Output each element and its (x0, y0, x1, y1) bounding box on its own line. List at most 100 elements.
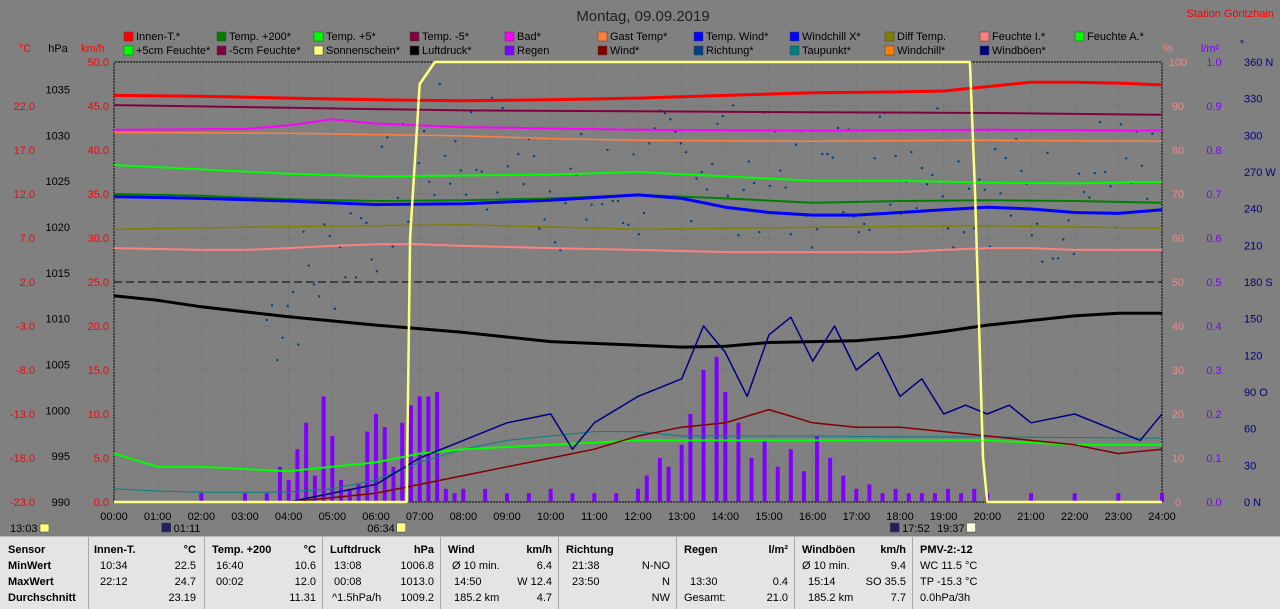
direction-point (396, 196, 400, 200)
tick-label-rain: 0.4 (1206, 321, 1221, 333)
tick-label-time: 21:00 (1017, 511, 1045, 523)
tick-label-hpa: 1020 (46, 222, 70, 234)
rain-bar (321, 396, 326, 502)
legend-swatch (884, 31, 895, 42)
moonrise-icon (161, 522, 171, 533)
stats-windboeen-min-val: 9.4 (890, 560, 906, 572)
axis-header-percent: % (1163, 43, 1173, 55)
legend-swatch (313, 31, 324, 42)
series-line (113, 131, 1163, 142)
tick-label-direction: 30 (1244, 460, 1256, 472)
rain-bar (815, 436, 820, 502)
rain-bar (657, 458, 662, 502)
direction-point (1062, 238, 1065, 241)
legend-swatch (313, 45, 324, 56)
tick-label-direction: 150 (1244, 314, 1262, 326)
direction-point (501, 106, 504, 110)
direction-point (826, 152, 829, 156)
stats-wind-min-val: 6.4 (536, 560, 552, 572)
direction-point (831, 156, 834, 159)
direction-point (485, 208, 489, 211)
tick-label-rain: 0.9 (1206, 101, 1221, 113)
rain-bar (880, 493, 885, 502)
direction-point (318, 295, 321, 298)
direction-point (365, 221, 368, 225)
rain-bar (841, 475, 846, 502)
tick-label-kmh: 0.0 (94, 497, 109, 509)
direction-point (517, 152, 520, 156)
tick-label-time: 01:00 (144, 511, 172, 523)
direction-point (910, 151, 913, 154)
legend-swatch (979, 31, 990, 42)
axis-header-hpa: hPa (48, 43, 68, 55)
stats-wind-max-val: W 12.4 (517, 576, 552, 588)
direction-point (1104, 170, 1107, 174)
stats-wind-min-label: Ø 10 min. (452, 560, 500, 572)
stats-labels: Sensor MinWert MaxWert Durchschnitt (0, 537, 89, 609)
direction-point (354, 276, 358, 279)
tick-label-direction: 0 N (1244, 497, 1261, 509)
direction-point (265, 318, 269, 322)
stats-windboeen-max-time: 15:14 (808, 576, 836, 588)
stats-pmv-wc: WC 11.5 °C (920, 560, 978, 572)
direction-point (941, 195, 944, 198)
direction-point (1119, 123, 1123, 126)
tick-label-rain: 0.7 (1206, 189, 1221, 201)
tick-label-kmh: 50.0 (88, 57, 109, 69)
rain-bar (374, 414, 378, 502)
stats-richtung-max-val: N (662, 576, 670, 588)
tick-label-time: 06:00 (362, 511, 390, 523)
rain-bar (461, 488, 466, 502)
stats-richtung-min-val: N-NO (641, 560, 670, 572)
rain-bar (330, 436, 335, 502)
direction-point (606, 148, 609, 152)
sunrise-icon (396, 522, 406, 533)
direction-point (386, 136, 389, 139)
legend-label: Temp. +200* (229, 31, 292, 43)
legend-swatch (979, 45, 990, 56)
direction-point (721, 114, 724, 118)
stats-innen-min-val: 22.5 (174, 560, 196, 572)
legend-swatch (123, 45, 134, 56)
direction-point (1083, 190, 1086, 194)
direction-point (983, 188, 986, 191)
direction-point (821, 152, 824, 156)
legend-swatch (597, 31, 608, 42)
direction-point (328, 234, 331, 238)
direction-point (297, 343, 300, 346)
tick-label-kmh: 30.0 (88, 233, 109, 245)
direction-point (543, 218, 546, 221)
stats-luftdruck-header: Luftdruck (330, 544, 381, 556)
legend-label: Richtung* (706, 45, 754, 57)
rain-bar (592, 493, 597, 502)
direction-point (978, 178, 981, 181)
legend-label: Innen-T.* (136, 31, 181, 43)
stats-wind: Wind km/h Ø 10 min. 6.4 14:50 W 12.4 185… (440, 537, 559, 609)
rain-bar (435, 392, 440, 502)
tick-label-hpa: 1025 (46, 176, 70, 188)
direction-point (433, 193, 436, 197)
chart-title: Montag, 09.09.2019 (576, 8, 709, 25)
stats-luftdruck-trend: ^1.5hPa/h (332, 592, 382, 604)
stats-luftdruck-max-val: 1013.0 (400, 576, 434, 588)
series-line (113, 164, 1163, 185)
direction-point (915, 206, 918, 210)
tick-label-celsius: -3.0 (16, 321, 35, 333)
series-line (113, 193, 1163, 217)
direction-point (1088, 196, 1091, 199)
legend-swatch (504, 31, 515, 42)
stats-luftdruck-min-val: 1006.8 (400, 560, 434, 572)
sunset-icon (966, 522, 976, 533)
tick-label-time: 09:00 (493, 511, 521, 523)
rain-bar (304, 422, 309, 502)
rain-bar (854, 488, 859, 502)
tick-label-time: 19:00 (930, 511, 958, 523)
tick-label-percent: 100 (1169, 57, 1187, 69)
stats-richtung: Richtung 21:38 N-NO 23:50 N NW (558, 537, 677, 609)
tick-label-hpa: 1000 (46, 405, 70, 417)
direction-point (842, 211, 845, 214)
direction-point (611, 199, 614, 203)
direction-point (1004, 157, 1007, 160)
tick-label-percent: 0 (1175, 497, 1181, 509)
tick-label-time: 17:00 (843, 511, 871, 523)
